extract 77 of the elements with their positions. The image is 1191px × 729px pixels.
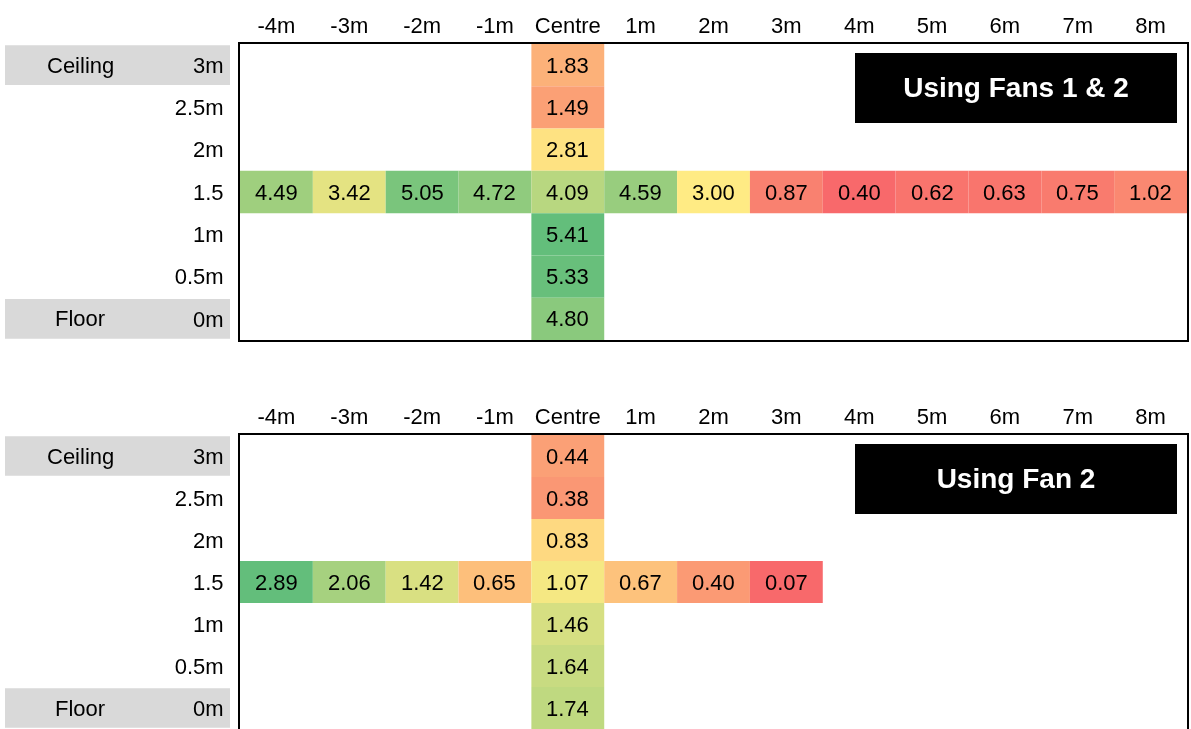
data-label: 1.46 (546, 612, 589, 637)
x-tick-label: -1m (476, 404, 514, 430)
y-tick-label: 0.5m (174, 653, 224, 679)
x-tick-label: -3m (330, 404, 369, 430)
y-tick-label: 0m (193, 695, 224, 721)
data-label: 0.87 (765, 180, 808, 205)
data-label: 0.65 (473, 570, 516, 595)
data-label: 5.41 (546, 222, 589, 247)
x-tick-label: 3m (771, 13, 802, 39)
data-label: 4.80 (546, 306, 589, 331)
data-label: 5.05 (401, 180, 444, 205)
data-label: 0.40 (692, 570, 735, 595)
data-label: 0.75 (1056, 180, 1099, 205)
data-label: 2.89 (255, 570, 298, 595)
data-label: 2.81 (546, 137, 589, 162)
y-tick-label: 3m (193, 443, 224, 469)
x-tick-label: 8m (1135, 404, 1166, 430)
data-label: 1.42 (401, 570, 444, 595)
data-label: 1.64 (546, 654, 589, 679)
y-tick-label: 0m (193, 306, 224, 332)
data-label: 1.83 (546, 53, 589, 78)
y-tick-label: 0.5m (174, 264, 224, 290)
y-tick-label: 1m (193, 611, 224, 637)
y-tick-label: 1m (193, 221, 224, 247)
data-label: 2.06 (328, 570, 371, 595)
x-tick-label: 1m (625, 404, 656, 430)
x-tick-label: 4m (843, 13, 875, 39)
x-tick-label: 2m (698, 404, 729, 430)
y-tick-label: 2.5m (174, 95, 224, 121)
data-label: 0.40 (838, 180, 881, 205)
x-tick-label: 7m (1062, 13, 1094, 39)
x-tick-label: -4m (257, 404, 296, 430)
data-label: 4.09 (546, 180, 589, 205)
y2-tick-label: Ceiling (47, 53, 115, 78)
x-tick-label: 2m (698, 13, 729, 39)
x-tick-label: 6m (989, 404, 1021, 430)
x-tick-label: 6m (989, 13, 1021, 39)
data-label: 1.74 (546, 696, 589, 721)
y2-tick-label: Floor (55, 696, 106, 721)
y-tick-label: 3m (193, 52, 224, 78)
data-label: 5.33 (546, 264, 589, 289)
y2-tick-label: Floor (55, 306, 106, 331)
x-tick-label: 8m (1135, 13, 1166, 39)
x-tick-label: Centre (534, 404, 601, 430)
x-tick-label: -2m (403, 13, 442, 39)
y-tick-label: 2.5m (174, 485, 224, 511)
data-label: 0.83 (546, 528, 589, 553)
y2-tick-label: Ceiling (47, 444, 115, 469)
x-tick-label: -1m (476, 13, 514, 39)
data-label: 1.07 (546, 570, 589, 595)
x-tick-label: Centre (534, 13, 601, 39)
data-label: 0.62 (911, 180, 954, 205)
x-tick-label: 1m (625, 13, 656, 39)
data-label: 1.49 (546, 95, 589, 120)
y-tick-label: 2m (193, 137, 224, 163)
data-label: 0.07 (765, 570, 808, 595)
x-tick-label: 5m (916, 404, 948, 430)
data-label: 3.00 (692, 180, 735, 205)
y-tick-label: 2m (193, 527, 224, 553)
data-label: 3.42 (328, 180, 371, 205)
x-tick-label: 5m (916, 13, 948, 39)
x-tick-label: 7m (1062, 404, 1094, 430)
data-label: 0.44 (546, 444, 589, 469)
x-tick-label: -4m (257, 13, 296, 39)
data-label: 4.59 (619, 180, 662, 205)
data-label: 0.38 (546, 486, 589, 511)
x-tick-label: 4m (843, 404, 875, 430)
y-tick-label: 1.5 (193, 569, 224, 595)
data-label: 4.72 (473, 180, 516, 205)
data-label: 1.02 (1129, 180, 1172, 205)
data-label: 4.49 (255, 180, 298, 205)
data-label: 0.63 (983, 180, 1026, 205)
x-tick-label: 3m (771, 404, 802, 430)
x-tick-label: -2m (403, 404, 442, 430)
x-tick-label: -3m (330, 13, 369, 39)
data-label: 0.67 (619, 570, 662, 595)
y-tick-label: 1.5 (193, 179, 224, 205)
